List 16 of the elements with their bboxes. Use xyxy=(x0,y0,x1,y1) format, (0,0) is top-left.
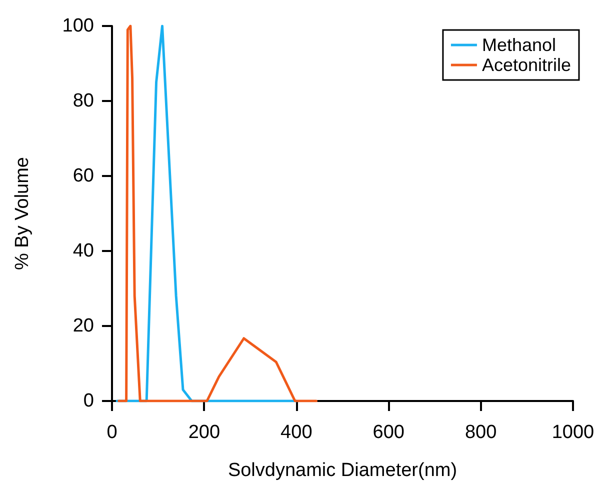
y-axis-title: % By Volume xyxy=(12,157,33,270)
x-tick-label: 600 xyxy=(372,422,404,443)
y-tick-label: 80 xyxy=(72,90,94,112)
y-tick-label: 20 xyxy=(72,316,94,336)
x-tick-label: 400 xyxy=(280,422,312,443)
x-tick-label: 1000 xyxy=(552,422,594,443)
x-tick-label: 200 xyxy=(188,422,220,443)
x-axis-title: Solvdynamic Diameter(nm) xyxy=(228,460,458,481)
legend-label: Methanol xyxy=(482,35,556,55)
x-tick-label: 0 xyxy=(106,422,118,443)
x-tick-label: 800 xyxy=(464,422,497,443)
legend-label: Acetonitrile xyxy=(482,55,572,75)
y-tick-label: 40 xyxy=(72,240,94,262)
y-tick-label: 60 xyxy=(72,166,94,186)
y-tick-label: 100 xyxy=(62,16,94,36)
y-tick-label: 0 xyxy=(83,390,94,412)
